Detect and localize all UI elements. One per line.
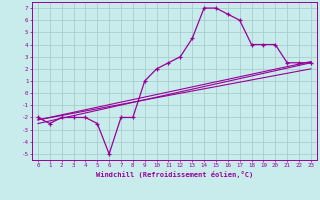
X-axis label: Windchill (Refroidissement éolien,°C): Windchill (Refroidissement éolien,°C) (96, 171, 253, 178)
